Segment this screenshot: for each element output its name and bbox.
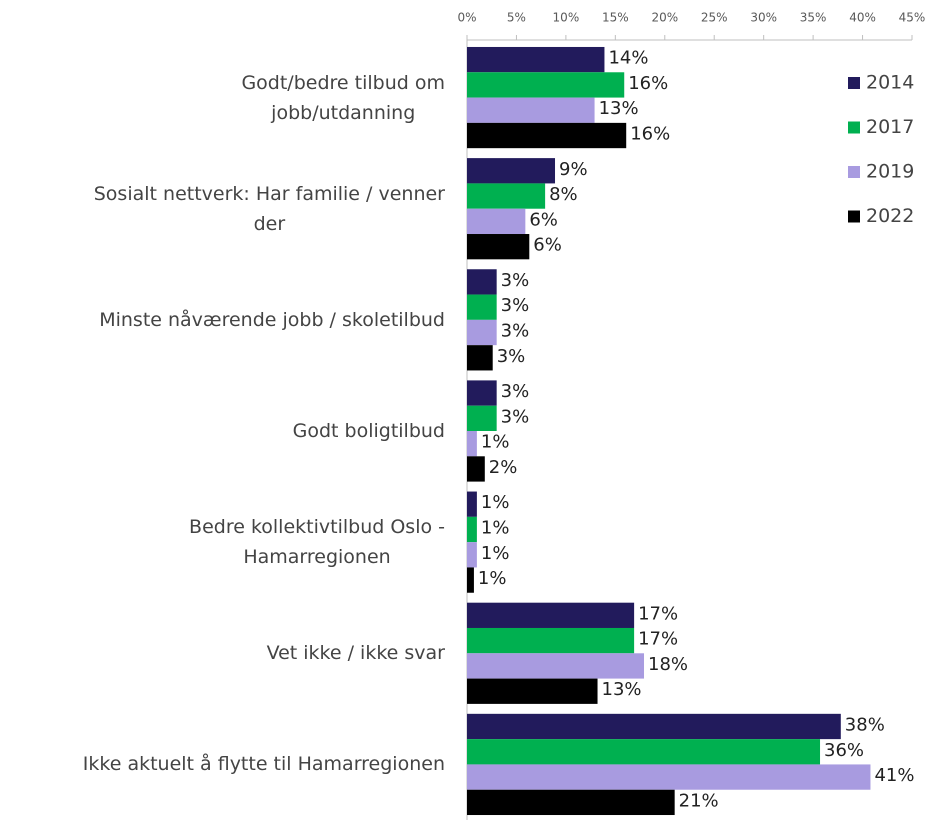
x-tick-label: 20% — [651, 11, 678, 25]
data-label: 38% — [845, 714, 885, 735]
data-label: 3% — [501, 295, 530, 316]
bar — [467, 516, 477, 543]
data-label: 17% — [638, 603, 678, 624]
data-label: 2% — [489, 457, 518, 478]
legend-label: 2014 — [866, 72, 914, 94]
bar — [467, 345, 493, 371]
data-label: 14% — [608, 48, 648, 69]
data-label: 1% — [481, 543, 510, 564]
legend-swatch — [848, 121, 860, 134]
legend-label: 2019 — [866, 161, 914, 183]
x-tick-label: 30% — [750, 11, 777, 25]
data-label: 18% — [648, 654, 688, 675]
bar — [467, 653, 645, 679]
legend-swatch — [848, 77, 860, 89]
data-label: 16% — [630, 124, 670, 145]
bar — [467, 542, 477, 568]
data-label: 16% — [628, 73, 668, 94]
data-label: 1% — [478, 568, 507, 589]
data-label: 1% — [481, 432, 510, 453]
bar — [467, 158, 556, 184]
data-label: 8% — [549, 184, 578, 205]
data-label: 41% — [874, 765, 914, 786]
data-label: 3% — [497, 346, 526, 367]
bar — [467, 789, 675, 816]
data-label: 6% — [533, 235, 562, 256]
x-tick-label: 45% — [899, 11, 926, 25]
category-label: Sosialt nettverk: Har familie / venner d… — [93, 182, 445, 235]
bar — [467, 269, 497, 295]
bar — [467, 627, 635, 654]
bar — [467, 183, 546, 209]
category-label: Vet ikke / ikke svar — [266, 642, 445, 665]
legend-label: 2017 — [866, 116, 914, 138]
data-label: 9% — [559, 159, 588, 180]
legend-swatch — [848, 210, 860, 223]
data-label: 3% — [501, 270, 530, 291]
bar — [467, 602, 635, 628]
data-label: 21% — [679, 790, 719, 811]
category-label: Ikke aktuelt å flytte til Hamarregionen — [82, 753, 445, 776]
bar — [467, 208, 526, 235]
x-tick-label: 5% — [507, 11, 526, 25]
bar — [467, 491, 477, 517]
category-label: Bedre kollektivtilbud Oslo - Hamarregion… — [189, 516, 445, 569]
x-tick-label: 25% — [701, 11, 728, 25]
data-label: 3% — [501, 321, 530, 342]
category-label: Minste nåværende jobb / skoletilbud — [99, 308, 445, 331]
x-tick-label: 10% — [553, 11, 580, 25]
legend-label: 2022 — [866, 205, 914, 227]
bar — [467, 294, 497, 320]
category-label: Godt boligtilbud — [292, 420, 445, 442]
data-label: 13% — [602, 679, 642, 700]
data-label: 17% — [638, 629, 678, 650]
data-label: 1% — [481, 517, 510, 538]
bar — [467, 764, 871, 790]
category-label: Godt/bedre tilbud om jobb/utdanning — [241, 71, 445, 124]
bar — [467, 97, 595, 123]
x-tick-label: 40% — [849, 11, 876, 25]
bar — [467, 431, 477, 457]
bar — [467, 46, 605, 73]
x-tick-label: 0% — [457, 11, 476, 25]
legend-swatch — [848, 166, 860, 178]
bar — [467, 456, 485, 482]
data-label: 3% — [501, 381, 530, 402]
data-label: 6% — [529, 209, 558, 230]
x-tick-label: 35% — [800, 11, 827, 25]
bar — [467, 234, 530, 260]
data-label: 1% — [481, 492, 510, 513]
bar — [467, 319, 497, 346]
bar — [467, 739, 821, 765]
bar — [467, 567, 474, 593]
data-label: 36% — [824, 740, 864, 761]
data-label: 3% — [501, 406, 530, 427]
data-label: 13% — [599, 98, 639, 119]
bar — [467, 380, 497, 406]
bar — [467, 713, 841, 740]
x-tick-label: 15% — [602, 11, 629, 25]
bar — [467, 122, 627, 149]
bar — [467, 405, 497, 431]
bar — [467, 678, 598, 704]
bar — [467, 72, 625, 98]
